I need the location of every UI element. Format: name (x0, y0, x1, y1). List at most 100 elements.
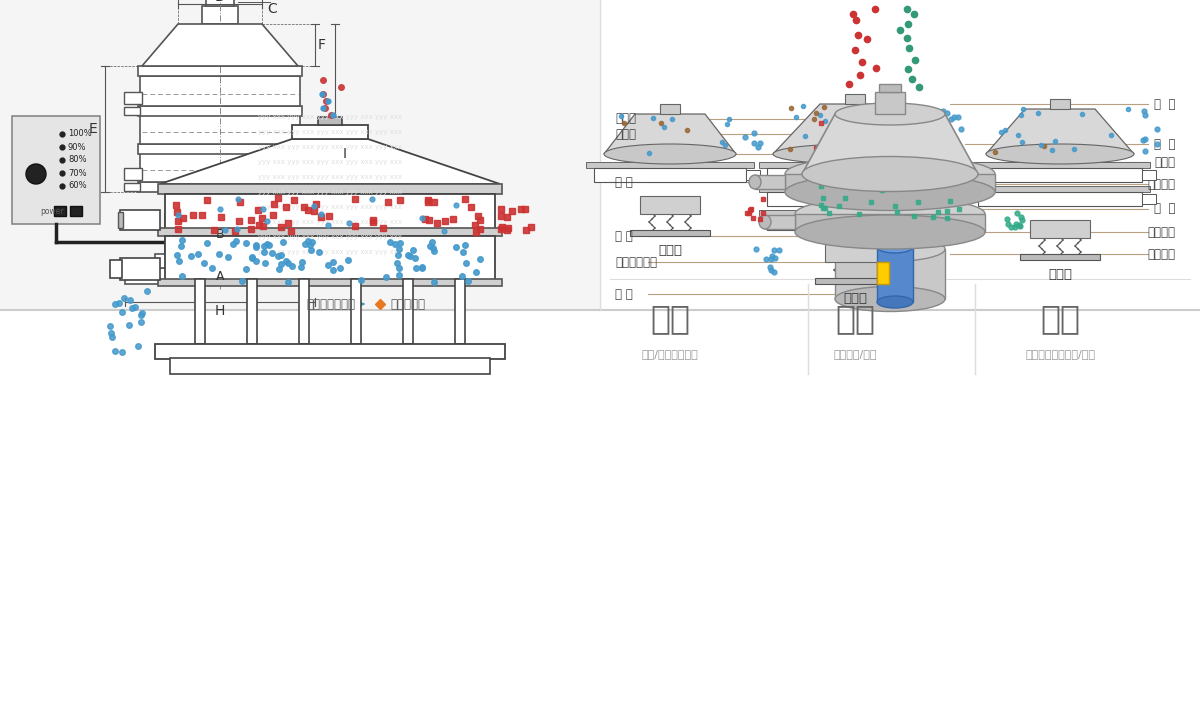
Bar (158, 279, 502, 286)
Bar (120, 258, 160, 280)
Text: yyy xxx yyy xxx yyy xxx yyy xxx yyy xxx: yyy xxx yyy xxx yyy xxx yyy xxx yyy xxx (258, 189, 402, 195)
Text: 100%: 100% (68, 129, 91, 139)
Ellipse shape (802, 156, 978, 191)
Bar (166, 194, 496, 234)
Text: yyy xxx yyy xxx yyy xxx yyy xxx yyy xxx: yyy xxx yyy xxx yyy xxx yyy xxx yyy xxx (258, 234, 402, 240)
Bar (1030, 220, 1090, 238)
Bar (835, 249, 946, 299)
Bar (0, 310, 1200, 714)
Bar (586, 162, 754, 168)
Bar (767, 192, 943, 206)
Text: 运输固定螺栓: 运输固定螺栓 (616, 256, 658, 268)
Text: 除杂: 除杂 (1040, 303, 1080, 336)
Bar (755, 175, 785, 189)
Text: 去除液体中的颗粒/异物: 去除液体中的颗粒/异物 (1025, 349, 1096, 359)
Text: yyy xxx yyy xxx yyy xxx yyy xxx yyy xxx: yyy xxx yyy xxx yyy xxx yyy xxx yyy xxx (258, 249, 402, 255)
Bar (70, 206, 82, 216)
Ellipse shape (835, 236, 946, 261)
Bar (660, 104, 680, 114)
Bar (845, 94, 865, 104)
Bar (943, 218, 958, 228)
Bar (815, 278, 895, 284)
Bar (124, 168, 142, 180)
Polygon shape (142, 24, 298, 66)
Bar (785, 174, 995, 192)
Text: 80%: 80% (68, 156, 86, 164)
Polygon shape (773, 104, 937, 154)
Text: B: B (216, 228, 224, 241)
Text: 颗粒/粉末准确分级: 颗粒/粉末准确分级 (642, 349, 698, 359)
Bar (760, 186, 952, 192)
Bar (155, 344, 505, 359)
Bar (640, 196, 700, 214)
Bar (120, 210, 160, 230)
Bar (299, 279, 310, 344)
Bar (0, 0, 600, 310)
Bar (54, 206, 66, 216)
Ellipse shape (796, 215, 985, 249)
Bar (877, 247, 913, 302)
Text: 机 座: 机 座 (616, 288, 632, 301)
Bar (1142, 194, 1156, 204)
Bar (875, 92, 905, 114)
Bar (158, 184, 502, 194)
Text: power: power (40, 206, 64, 216)
Bar (630, 230, 710, 236)
Bar (943, 194, 958, 204)
Ellipse shape (986, 144, 1134, 164)
Bar (767, 216, 943, 230)
Ellipse shape (785, 174, 995, 211)
Ellipse shape (604, 144, 736, 164)
Text: 进料口: 进料口 (616, 113, 636, 126)
Bar (877, 262, 889, 284)
Bar (970, 186, 1150, 192)
Bar (318, 117, 342, 125)
Bar (1020, 254, 1100, 260)
Bar (766, 215, 796, 229)
Bar (978, 168, 1142, 182)
Bar (124, 92, 142, 104)
Text: 分级: 分级 (650, 303, 690, 336)
Bar (202, 6, 238, 24)
Bar (403, 279, 413, 344)
Bar (138, 66, 302, 76)
Bar (118, 212, 124, 228)
Text: E: E (89, 122, 97, 136)
Bar (125, 268, 314, 284)
Bar (247, 279, 257, 344)
Text: D: D (215, 0, 226, 4)
Bar (138, 144, 302, 154)
Bar (140, 114, 300, 144)
Text: 单层式: 单层式 (658, 244, 682, 258)
Bar (124, 183, 140, 191)
Bar (155, 254, 286, 268)
Text: C: C (268, 2, 277, 16)
Bar (1050, 99, 1070, 109)
Bar (943, 170, 958, 180)
Ellipse shape (773, 144, 937, 164)
Bar (760, 162, 952, 168)
Bar (352, 279, 361, 344)
Bar (455, 279, 466, 344)
Ellipse shape (835, 286, 946, 311)
Text: yyy xxx yyy xxx yyy xxx yyy xxx yyy xxx: yyy xxx yyy xxx yyy xxx yyy xxx yyy xxx (258, 144, 402, 150)
Bar (138, 182, 302, 192)
Bar (124, 107, 140, 115)
Bar (206, 0, 234, 6)
Text: A: A (216, 269, 224, 283)
Text: 弹 簧: 弹 簧 (616, 229, 632, 243)
Bar (298, 130, 316, 142)
Text: 出料口: 出料口 (616, 148, 636, 161)
Bar (1142, 170, 1156, 180)
Polygon shape (160, 139, 500, 184)
Text: 三层式: 三层式 (842, 293, 866, 306)
Text: yyy xxx yyy xxx yyy xxx yyy xxx yyy xxx: yyy xxx yyy xxx yyy xxx yyy xxx yyy xxx (258, 114, 402, 120)
Text: 90%: 90% (68, 143, 86, 151)
Text: yyy xxx yyy xxx yyy xxx yyy xxx yyy xxx: yyy xxx yyy xxx yyy xxx yyy xxx yyy xxx (258, 159, 402, 165)
Bar (138, 106, 302, 116)
Bar (796, 214, 985, 232)
Ellipse shape (26, 164, 46, 184)
Bar (594, 168, 746, 182)
Text: 振动电机: 振动电机 (1147, 226, 1175, 238)
Text: I: I (343, 147, 347, 161)
